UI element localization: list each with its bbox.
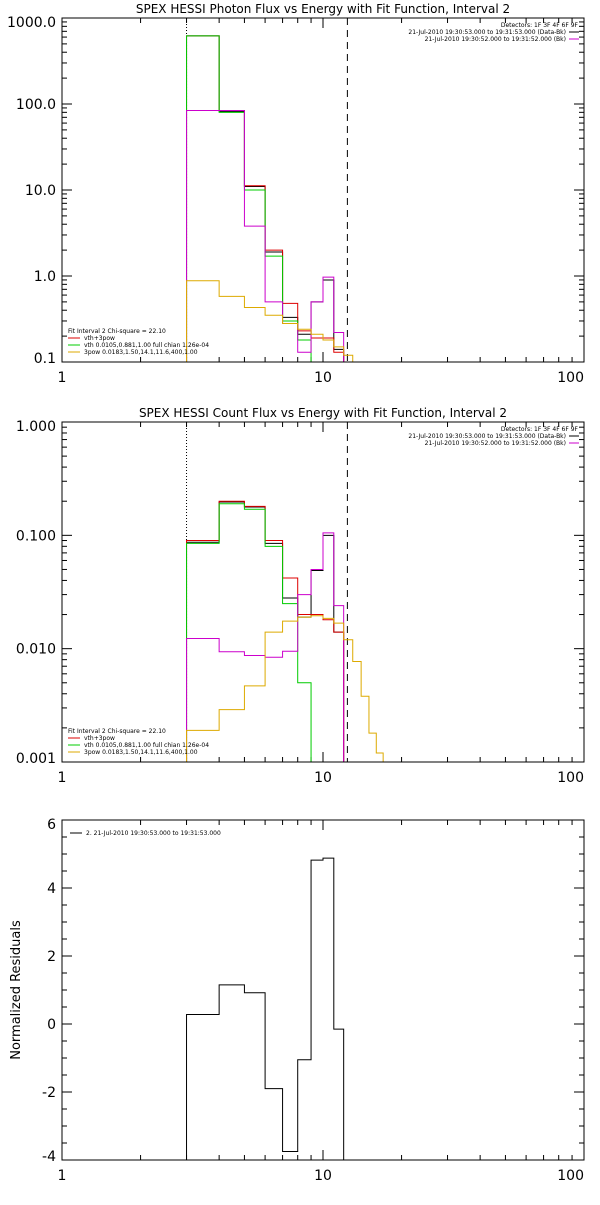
chart1-series-5-step-line: [186, 280, 362, 362]
chart3-y-tick-label: -4: [42, 1149, 56, 1165]
chart3-legend-top-text: 2. 21-Jul-2010 19:30:53.000 to 19:31:53.…: [86, 830, 221, 837]
chart1-y-ticks: 0.1 1.0 10.0 100.0 1000.0: [7, 15, 584, 367]
chart2-x-tick-label: 100: [557, 770, 584, 786]
chart2-series-3-step-line: [186, 503, 312, 762]
chart3-y-ticks: -4 -2 0 2 4 6: [42, 817, 584, 1165]
chart1-photon-flux-panel: SPEX HESSI Photon Flux vs Energy with Fi…: [7, 2, 585, 386]
chart3-y-tick-label: -2: [42, 1085, 56, 1101]
chart1-series-1-step-line: [186, 35, 345, 362]
chart3-plot-frame: [61, 819, 585, 1161]
chart3-y-tick-label: 0: [47, 1017, 56, 1033]
chart3-ylabel: Normalized Residuals: [9, 920, 24, 1060]
chart2-plot-frame: [61, 421, 585, 763]
chart1-x-tick-label: 1: [58, 370, 67, 386]
chart2-y-tick-label: 0.001: [16, 751, 56, 767]
chart3-y-tick-label: 4: [47, 881, 56, 897]
chart3-residuals-panel: Normalized Residuals 1 10 100 -4 -2 0 2 4 6 2. 21-…: [9, 817, 585, 1184]
chart2-series-1-step-line: [186, 501, 345, 762]
chart2-series-5-step-line: [186, 615, 384, 762]
chart2-count-flux-panel: SPEX HESSI Count Flux vs Energy with Fit…: [16, 406, 585, 786]
chart2-x-tick-label: 1: [58, 770, 67, 786]
chart3-x-ticks: 1 10 100: [58, 820, 585, 1184]
chart1-legend-top-text: Detectors: 1F 3F 4F 6F 9F: [501, 22, 579, 29]
chart2-series-4-step-line: [186, 532, 345, 762]
chart2-y-tick-label: 1.000: [16, 419, 56, 435]
chart1-y-tick-label: 100.0: [16, 97, 56, 113]
chart1-series-3-step-line: [186, 35, 312, 362]
chart1-x-tick-label: 100: [557, 370, 584, 386]
chart3-x-tick-label: 1: [58, 1168, 67, 1184]
chart1-legend-top-text: 21-Jul-2010 19:30:52.000 to 19:31:52.000…: [425, 36, 566, 43]
chart2-legend-top-text: 21-Jul-2010 19:30:52.000 to 19:31:52.000…: [425, 440, 566, 447]
chart1-legend-top-text: 21-Jul-2010 19:30:53.000 to 19:31:53.000…: [408, 29, 566, 36]
chart2-legend-bottom-header: Fit Interval 2 Chi-square = 22.10: [68, 728, 166, 735]
chart3-series-1-step-line: [186, 857, 345, 1160]
chart1-x-tick-label: 10: [314, 370, 332, 386]
chart2-legend-top-text: 21-Jul-2010 19:30:53.000 to 19:31:53.000…: [408, 433, 566, 440]
chart2-y-tick-label: 0.100: [16, 528, 56, 544]
chart3-legend-top: 2. 21-Jul-2010 19:30:53.000 to 19:31:53.…: [70, 830, 221, 837]
chart2-legend-bottom-text: vth 0.0105,0.881,1.00 full chian 1.26e-0…: [84, 742, 209, 749]
chart2-series-group: [186, 500, 384, 762]
chart3-series-group: [186, 857, 345, 1160]
chart2-y-tick-label: 0.010: [16, 642, 56, 658]
chart1-legend-bottom-text: vth+3pow: [84, 335, 115, 342]
chart1-y-tick-label: 10.0: [25, 183, 56, 199]
chart3-x-tick-label: 100: [557, 1168, 584, 1184]
chart1-y-tick-label: 0.1: [34, 351, 56, 367]
chart2-title: SPEX HESSI Count Flux vs Energy with Fit…: [139, 406, 507, 420]
chart1-legend-bottom-header: Fit Interval 2 Chi-square = 22.10: [68, 328, 166, 335]
chart1-series-group: [186, 35, 362, 362]
chart2-legend-bottom-text: 3pow 0.0183,1.50,14.1,11.6,400,1.00: [84, 749, 198, 756]
chart3-x-tick-label: 10: [314, 1168, 332, 1184]
chart3-y-tick-label: 2: [47, 949, 56, 965]
chart1-legend-bottom: Fit Interval 2 Chi-square = 22.10vth+3po…: [68, 328, 209, 356]
chart1-series-4-step-line: [186, 110, 345, 362]
chart2-legend-bottom: Fit Interval 2 Chi-square = 22.10vth+3po…: [68, 728, 209, 756]
chart3-y-tick-label: 6: [47, 817, 56, 833]
chart1-plot-frame: [61, 17, 585, 363]
chart1-legend-bottom-text: 3pow 0.0183,1.50,14.1,11.6,400,1.00: [84, 349, 198, 356]
chart2-x-tick-label: 10: [314, 770, 332, 786]
chart2-y-ticks: 0.001 0.010 0.100 1.000: [16, 419, 584, 767]
chart2-legend-bottom-text: vth+3pow: [84, 735, 115, 742]
chart1-title: SPEX HESSI Photon Flux vs Energy with Fi…: [136, 2, 510, 16]
chart1-y-tick-label: 1000.0: [7, 15, 56, 31]
chart1-y-tick-label: 1.0: [34, 269, 56, 285]
chart1-legend-bottom-text: vth 0.0105,0.881,1.00 full chian 1.26e-0…: [84, 342, 209, 349]
chart2-legend-top-text: Detectors: 1F 3F 4F 6F 9F: [501, 426, 579, 433]
